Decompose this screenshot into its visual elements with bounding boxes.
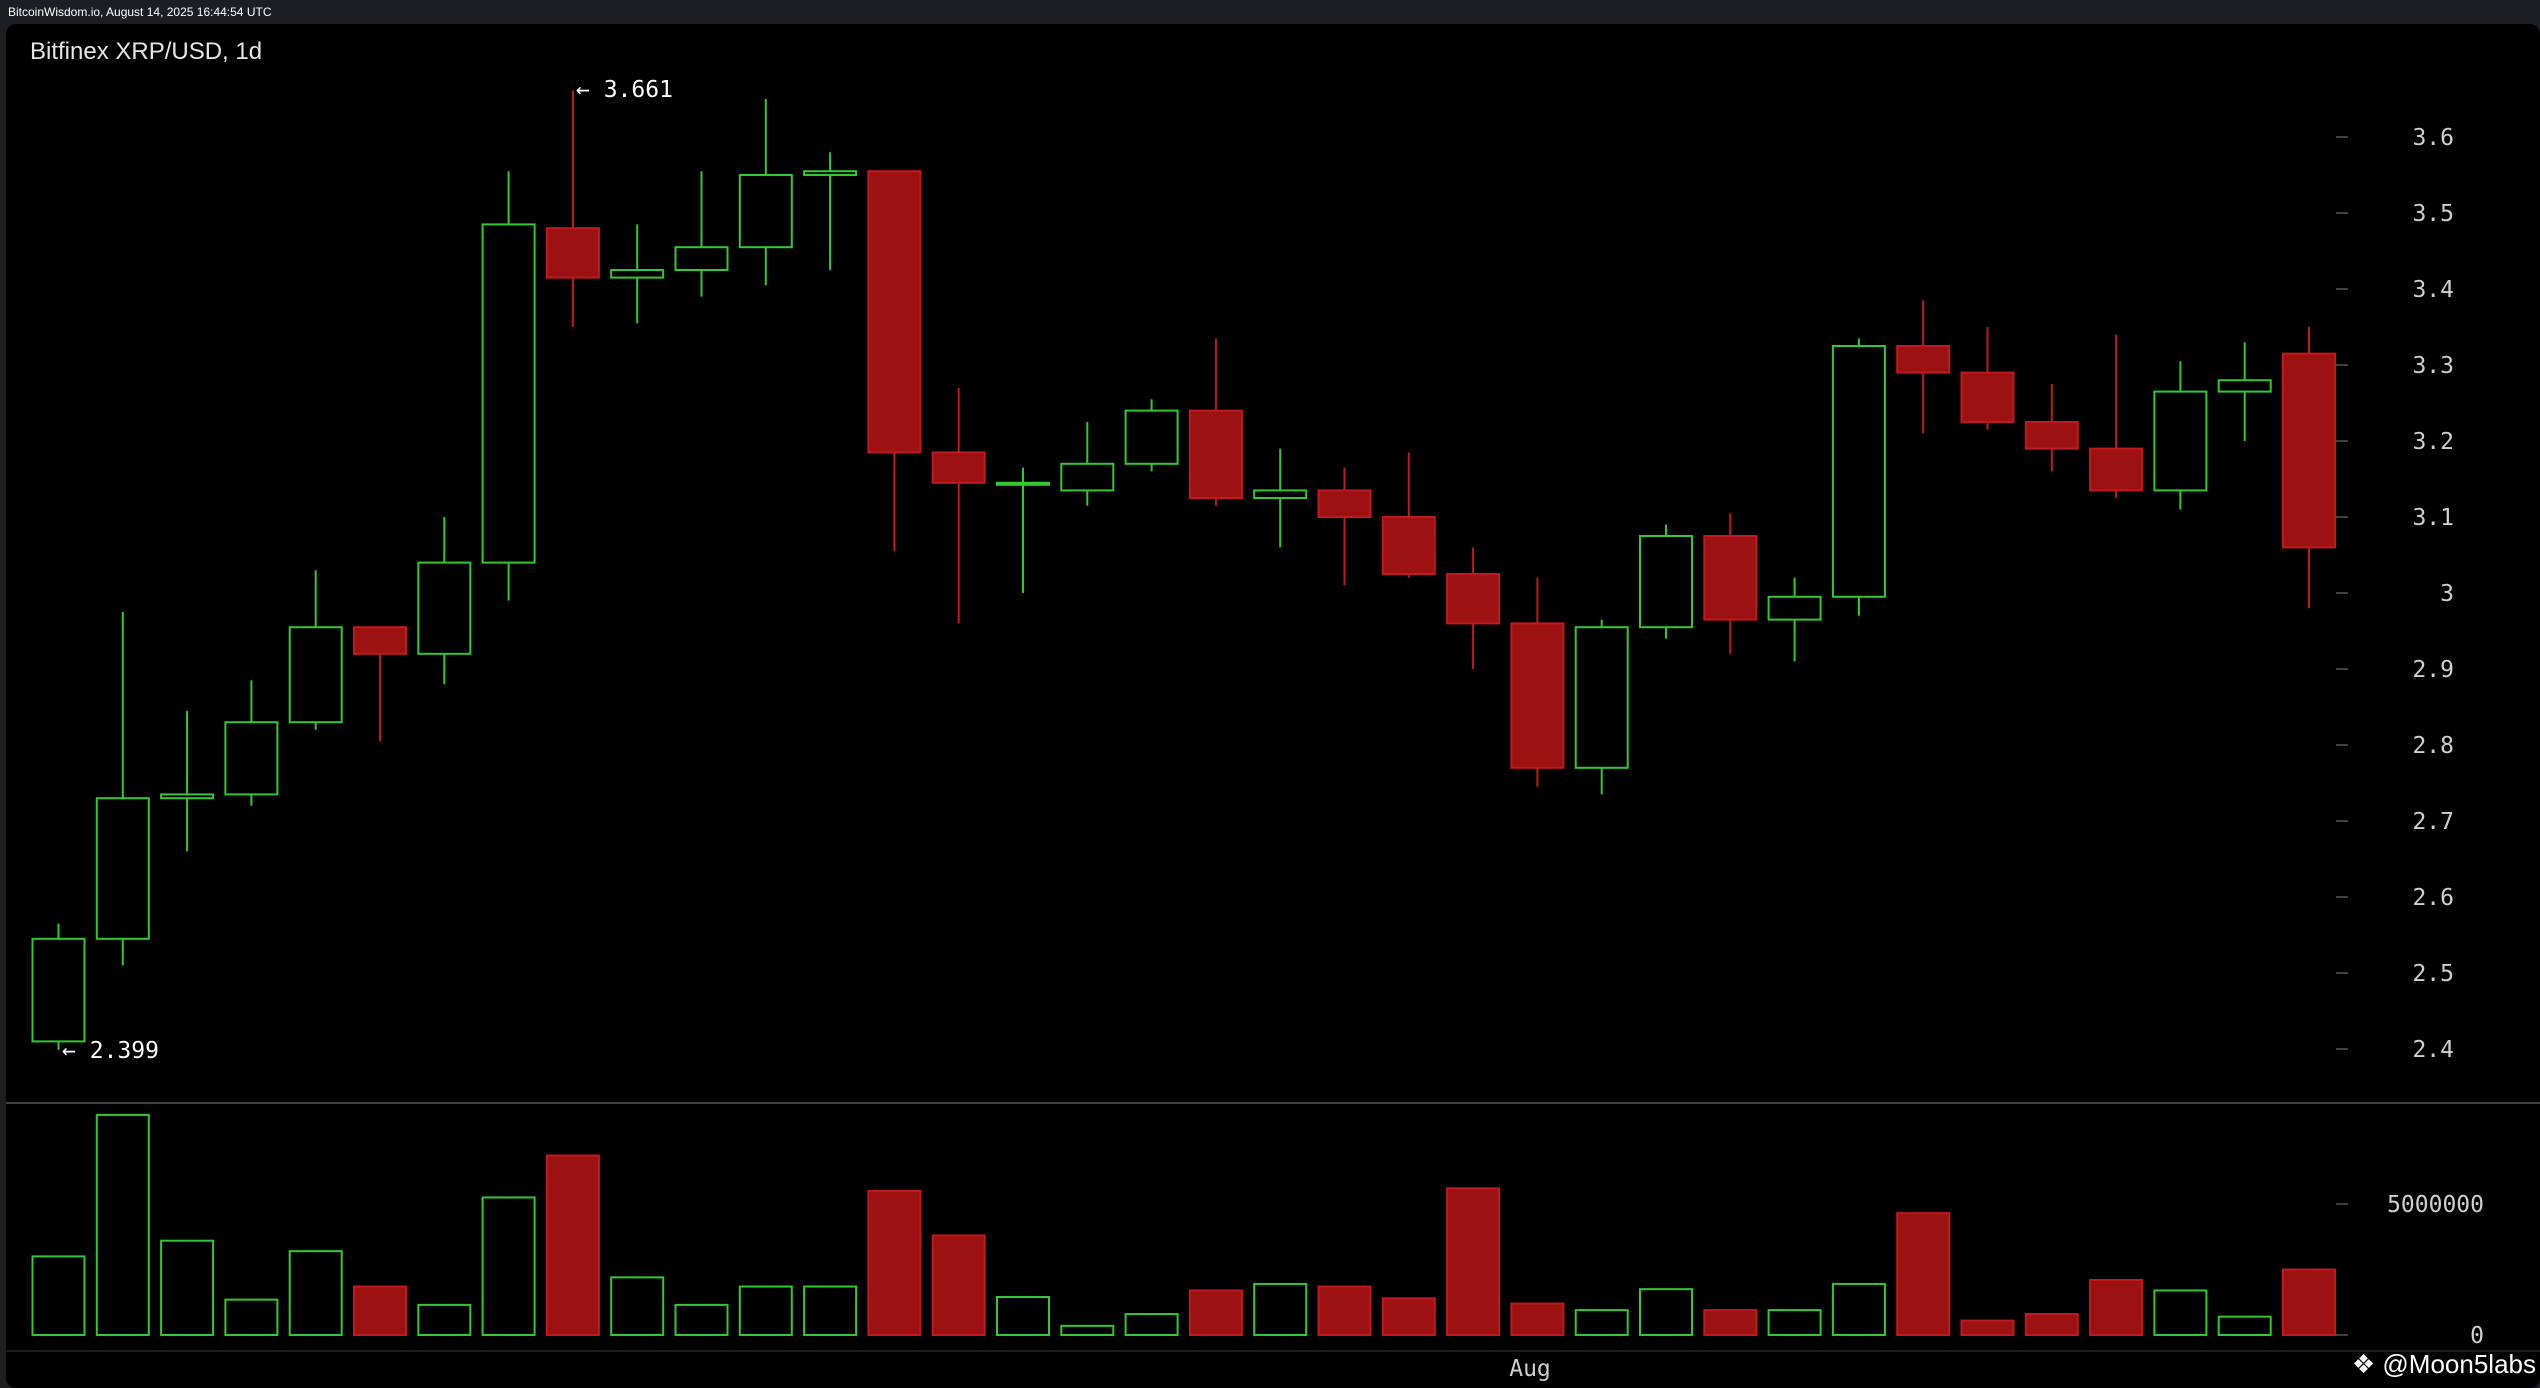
price-tick-label: 3.2 <box>2412 429 2454 455</box>
candle-body <box>1188 409 1243 500</box>
source-timestamp: BitcoinWisdom.io, August 14, 2025 16:44:… <box>8 5 272 19</box>
volume-tick-label: 0 <box>2470 1323 2484 1349</box>
volume-bar <box>1124 1313 1179 1337</box>
volume-bar <box>2217 1315 2272 1337</box>
candle-body <box>2153 390 2208 492</box>
candle-body <box>996 481 1050 486</box>
volume-bar <box>224 1298 279 1337</box>
price-tick-label: 2.4 <box>2412 1037 2454 1063</box>
candle-body <box>1960 371 2015 424</box>
chart-title: Bitfinex XRP/USD, 1d <box>30 38 263 65</box>
volume-bar <box>1253 1282 1308 1337</box>
candle-body <box>610 269 665 279</box>
volume-bar <box>1188 1289 1243 1336</box>
candle-body <box>2282 352 2336 549</box>
high-annotation: ← 3.661 <box>576 77 673 103</box>
candle-body <box>738 174 793 249</box>
volume-bar <box>1317 1285 1372 1337</box>
volume-bar <box>1060 1324 1115 1336</box>
price-tick-label: 2.8 <box>2412 733 2454 759</box>
candle-body <box>288 626 343 724</box>
candlestick-chart: 2.4 2.5 2.6 2.7 2.8 2.9 3 3.1 3.2 3.3 3.4 3.5 3.6 0 50… <box>6 77 2540 1382</box>
volume-bar <box>931 1234 986 1336</box>
candle-body <box>931 451 986 484</box>
price-tick-label: 3 <box>2440 581 2454 607</box>
volume-bar <box>95 1113 150 1337</box>
candle-body <box>1060 462 1115 492</box>
volume-bar <box>1510 1302 1565 1337</box>
volume-bar <box>353 1285 407 1337</box>
volume-bar <box>2153 1289 2208 1336</box>
volume-bar <box>610 1276 665 1336</box>
low-annotation: ← 2.399 <box>62 1038 159 1064</box>
price-tick-label: 2.5 <box>2412 961 2454 987</box>
candle-body <box>1381 516 1436 575</box>
candle-body <box>803 170 858 176</box>
watermark: ❖ @Moon5labs <box>2352 1349 2536 1380</box>
candle-body <box>1446 573 1501 625</box>
price-tick-label: 3.4 <box>2412 277 2454 303</box>
volume-bar <box>1446 1187 1501 1337</box>
volume-bar <box>545 1154 600 1337</box>
chart-panel: 2.4 2.5 2.6 2.7 2.8 2.9 3 3.1 3.2 3.3 3.4 3.5 3.6 0 50… <box>6 24 2540 1388</box>
volume-bar <box>2282 1268 2336 1336</box>
candle-body <box>867 170 922 454</box>
volume-bar <box>1831 1282 1886 1337</box>
candle-body <box>1574 626 1629 769</box>
candle-body <box>2024 421 2079 450</box>
volume-bar <box>996 1296 1050 1337</box>
volume-bar <box>674 1303 729 1336</box>
candle-body <box>545 227 600 279</box>
volume-bar <box>1639 1288 1693 1337</box>
volume-bar <box>1896 1212 1951 1337</box>
volume-bar <box>417 1303 472 1336</box>
candle-body <box>353 626 407 655</box>
candle-body <box>1124 409 1179 465</box>
volume-bar <box>160 1239 215 1337</box>
candle-body <box>31 937 86 1043</box>
volume-bar <box>803 1285 858 1337</box>
candle-body <box>1317 489 1372 518</box>
candle-body <box>1510 622 1565 769</box>
volume-bar <box>1381 1297 1436 1336</box>
volume-bar <box>867 1189 922 1337</box>
candle-body <box>1639 535 1693 629</box>
volume-bar <box>1960 1319 2015 1336</box>
candle-body <box>417 561 472 655</box>
x-axis-label: Aug <box>1509 1356 1551 1382</box>
volume-tick-label: 5000000 <box>2387 1192 2484 1218</box>
volume-bar <box>1574 1309 1629 1336</box>
candle-body <box>1767 595 1822 621</box>
volume-bar <box>31 1255 86 1337</box>
price-tick-label: 3.6 <box>2412 125 2454 151</box>
watermark-text: @Moon5labs <box>2382 1349 2536 1379</box>
price-tick-label: 2.6 <box>2412 885 2454 911</box>
candle-body <box>1703 535 1758 621</box>
price-tick-label: 2.9 <box>2412 657 2454 683</box>
volume-bar <box>2089 1278 2144 1336</box>
price-tick-label: 3.3 <box>2412 353 2454 379</box>
volume-bar <box>288 1250 343 1337</box>
candle-body <box>1831 345 1886 598</box>
volume-bar <box>738 1285 793 1337</box>
top-bar: BitcoinWisdom.io, August 14, 2025 16:44:… <box>0 0 2540 24</box>
candle-body <box>674 246 729 271</box>
logo-icon: ❖ <box>2351 1349 2376 1379</box>
volume-bar <box>481 1196 536 1336</box>
candle-body <box>160 793 215 800</box>
volume-bar <box>2024 1313 2079 1337</box>
candle-body <box>95 797 150 940</box>
price-tick-label: 3.5 <box>2412 201 2454 227</box>
price-tick-label: 2.7 <box>2412 809 2454 835</box>
candle-body <box>224 721 279 796</box>
candle-body <box>1896 345 1951 374</box>
candle-body <box>1253 489 1308 499</box>
candle-body <box>2217 379 2272 393</box>
volume-bar <box>1703 1309 1758 1336</box>
candle-body <box>481 223 536 564</box>
volume-bar <box>1767 1309 1822 1336</box>
candle-body <box>2089 447 2144 492</box>
price-tick-label: 3.1 <box>2412 505 2454 531</box>
